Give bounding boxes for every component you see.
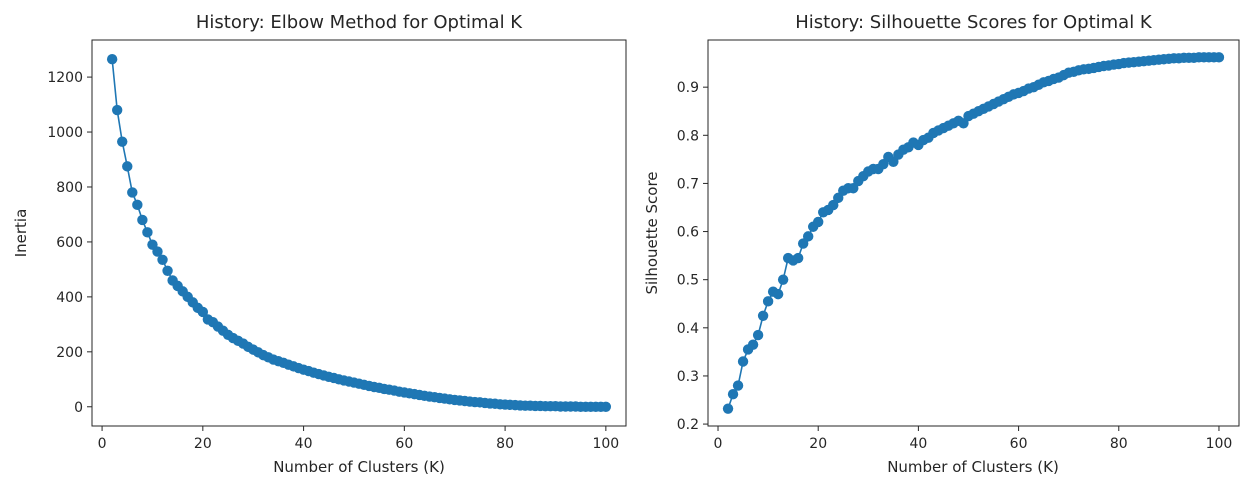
y-tick-label: 0.3 <box>677 369 699 385</box>
plot-frame <box>707 39 1240 427</box>
data-point <box>888 156 899 167</box>
y-tick-label: 0.4 <box>677 321 699 337</box>
data-point <box>802 231 814 242</box>
y-tick-label: 0.2 <box>677 417 699 433</box>
y-axis-label: Inertia <box>12 209 30 258</box>
data-point <box>792 252 804 264</box>
data-point <box>813 216 824 228</box>
data-point <box>142 227 153 238</box>
data-point <box>762 296 774 307</box>
y-tick-label: 0.5 <box>677 273 699 289</box>
data-point <box>848 183 859 194</box>
data-point <box>772 288 784 300</box>
x-tick-label: 80 <box>1110 436 1128 452</box>
data-point <box>722 403 734 414</box>
data-point <box>757 310 769 321</box>
data-point <box>828 199 839 211</box>
y-tick-label: 600 <box>56 235 83 251</box>
series-line <box>111 59 606 408</box>
chart-title: History: Silhouette Scores for Optimal K <box>795 12 1153 33</box>
x-tick-label: 0 <box>98 436 107 452</box>
data-point <box>127 187 138 198</box>
chart-title: History: Elbow Method for Optimal K <box>196 12 523 33</box>
data-point <box>747 339 759 350</box>
data-point <box>197 306 209 318</box>
data-point <box>727 389 739 400</box>
x-tick-label: 60 <box>1010 436 1028 452</box>
x-tick-label: 20 <box>809 436 827 452</box>
y-tick-label: 1200 <box>47 70 83 86</box>
y-tick-label: 800 <box>56 180 83 196</box>
data-point <box>122 161 133 172</box>
x-tick-label: 0 <box>714 436 723 452</box>
x-tick-label: 100 <box>1206 436 1233 452</box>
x-tick-label: 20 <box>194 436 212 452</box>
x-tick-label: 100 <box>592 436 619 452</box>
y-tick-label: 1000 <box>47 125 83 141</box>
y-tick-label: 200 <box>56 345 83 361</box>
x-axis-label: Number of Clusters (K) <box>273 458 445 476</box>
data-point <box>106 54 118 65</box>
x-tick-label: 80 <box>496 436 514 452</box>
data-point <box>797 238 809 249</box>
x-tick-label: 40 <box>295 436 313 452</box>
data-point <box>157 254 168 265</box>
x-tick-label: 60 <box>395 436 413 452</box>
y-tick-label: 0.9 <box>677 80 699 96</box>
silhouette-chart: History: Silhouette Scores for Optimal K… <box>643 12 1240 476</box>
data-point <box>833 192 844 204</box>
y-tick-label: 0.8 <box>677 128 699 144</box>
data-point <box>117 136 128 147</box>
y-tick-label: 0.6 <box>677 225 699 241</box>
data-point <box>1213 52 1225 63</box>
plot-frame <box>91 39 627 427</box>
x-axis-label: Number of Clusters (K) <box>887 458 1059 476</box>
x-tick-label: 40 <box>909 436 927 452</box>
y-axis-label: Silhouette Score <box>643 171 661 294</box>
data-point <box>111 104 123 116</box>
elbow-chart: History: Elbow Method for Optimal K 0 20 40… <box>12 12 627 476</box>
data-point <box>752 329 764 341</box>
data-point <box>878 158 889 170</box>
data-point <box>132 199 143 211</box>
data-point <box>737 356 749 367</box>
y-tick-label: 400 <box>56 290 83 306</box>
data-point <box>152 246 163 257</box>
data-point <box>732 380 744 391</box>
y-tick-label: 0.7 <box>677 176 699 192</box>
data-point <box>958 118 969 129</box>
data-point <box>777 274 789 285</box>
data-point <box>600 401 612 412</box>
y-tick-label: 0 <box>74 400 83 416</box>
data-point <box>162 265 173 276</box>
data-point <box>137 214 148 226</box>
